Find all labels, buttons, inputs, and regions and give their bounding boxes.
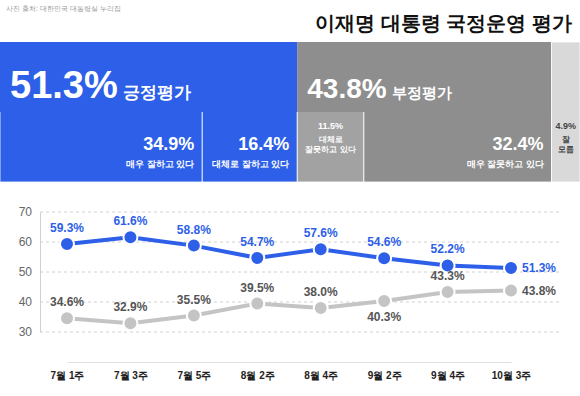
line-marks: [60, 230, 518, 330]
x-tick: 7월 1주: [51, 362, 85, 381]
series-marker: [250, 297, 264, 311]
x-tick-label: 9월 4주: [431, 370, 465, 381]
data-label: 59.3%: [50, 221, 84, 235]
segment-name-label: 잘모름: [558, 135, 574, 154]
chart-title: 이재명 대통령 국정운영 평가: [315, 12, 572, 34]
x-tick: 7월 3주: [114, 362, 148, 381]
x-tick-label: 7월 1주: [51, 370, 85, 381]
bar-labels: 51.3% 긍정평가 43.8% 부정평가 34.9% 매우 잘하고 있다 16.4% 대체로…: [10, 64, 576, 169]
series-marker: [187, 239, 201, 253]
series-marker: [504, 284, 518, 298]
bar-segment: [552, 42, 580, 182]
total-name-label: 부정평가: [392, 84, 452, 101]
data-label: 35.5%: [177, 293, 211, 307]
data-label: 34.6%: [50, 295, 84, 309]
series-marker: [250, 251, 264, 265]
stacked-bar-chart: 사진 출처: 대한민국 대통령실 누리집이재명 대통령 국정운영 평가 51.3%…: [0, 5, 580, 182]
segment-value-label: 32.4%: [493, 134, 544, 154]
data-label: 38.0%: [304, 285, 338, 299]
data-label: 54.7%: [240, 235, 274, 249]
series-marker: [377, 251, 391, 265]
series-marker: [187, 309, 201, 323]
y-tick-label: 40: [19, 295, 33, 309]
segment-name-label: 매우 잘하고 있다: [126, 159, 194, 169]
data-label: 51.3%: [522, 261, 556, 275]
series-marker: [504, 261, 518, 275]
y-axis: 30 40 50 60 70: [19, 205, 41, 339]
grid-line: [40, 212, 562, 213]
x-tick-label: 9월 2주: [368, 370, 402, 381]
x-axis-line: [68, 362, 512, 363]
segment-name-label: 대체로잘못하고 있다: [305, 135, 355, 154]
x-tick-label: 8월 2주: [241, 370, 275, 381]
total-band: [297, 42, 551, 112]
x-tick-label: 7월 5주: [177, 370, 211, 381]
x-tick: 8월 4주: [304, 362, 338, 381]
total-name-label: 긍정평가: [123, 83, 191, 102]
data-label: 57.6%: [304, 226, 338, 240]
data-label: 43.8%: [522, 284, 556, 298]
x-tick-label: 10월 3주: [492, 370, 531, 381]
line-labels: 59.3% 61.6% 58.8% 54.7% 57.6% 54.6% 52.2% 51.3%…: [50, 214, 556, 324]
segment-value-label: 11.5%: [318, 121, 343, 131]
data-label: 52.2%: [431, 242, 465, 256]
bar-marks: [0, 42, 580, 182]
series-marker: [123, 230, 137, 244]
x-tick: 9월 2주: [368, 362, 402, 381]
total-band: [0, 42, 297, 112]
line-chart: 30 40 50 60 70 7월 1주 7월 3주 7월 5주 8월 2주 8월 4주 9월 2주…: [19, 205, 562, 381]
series-marker: [314, 242, 328, 256]
grid-line: [40, 332, 562, 333]
x-tick-label: 8월 4주: [304, 370, 338, 381]
y-tick: 40: [19, 295, 40, 309]
y-tick-label: 50: [19, 265, 33, 279]
total-value-label: 43.8%: [307, 73, 386, 104]
series-marker: [60, 311, 74, 325]
data-label: 61.6%: [113, 214, 147, 228]
x-tick: 8월 2주: [241, 362, 275, 381]
x-axis: 7월 1주 7월 3주 7월 5주 8월 2주 8월 4주 9월 2주 9월 4주 10월 3…: [51, 362, 532, 381]
x-tick-label: 7월 3주: [114, 370, 148, 381]
data-label: 43.3%: [431, 269, 465, 283]
infographic: 사진 출처: 대한민국 대통령실 누리집이재명 대통령 국정운영 평가 51.3%…: [0, 0, 580, 396]
x-tick: 10월 3주: [492, 362, 531, 381]
y-tick-label: 60: [19, 235, 33, 249]
y-tick: 50: [19, 265, 40, 279]
segment-value-label: 4.9%: [556, 121, 577, 131]
series-marker: [314, 301, 328, 315]
series-marker: [123, 316, 137, 330]
data-label: 58.8%: [177, 223, 211, 237]
background: [0, 0, 580, 396]
source-note: 사진 출처: 대한민국 대통령실 누리집: [6, 5, 121, 13]
y-tick-label: 70: [19, 205, 33, 219]
x-tick: 9월 4주: [431, 362, 465, 381]
y-tick: 60: [19, 235, 40, 249]
segment-name-label: 대체로 잘하고 있다: [212, 159, 289, 169]
data-label: 54.6%: [367, 235, 401, 249]
y-tick-label: 30: [19, 325, 33, 339]
data-label: 39.5%: [240, 281, 274, 295]
grid: [40, 212, 562, 332]
y-tick: 70: [19, 205, 40, 219]
data-label: 32.9%: [113, 300, 147, 314]
segment-value-label: 34.9%: [143, 134, 194, 154]
total-value-label: 51.3%: [10, 64, 118, 106]
x-tick: 7월 5주: [177, 362, 211, 381]
series-marker: [60, 237, 74, 251]
y-axis-line: [40, 213, 41, 333]
y-tick: 30: [19, 325, 40, 339]
segment-value-label: 16.4%: [238, 134, 289, 154]
grid-line: [40, 242, 562, 243]
grid-line: [40, 272, 562, 273]
data-label: 40.3%: [367, 310, 401, 324]
series-marker: [441, 285, 455, 299]
series-marker: [377, 294, 391, 308]
segment-name-label: 매우 잘못하고 있다: [467, 159, 544, 169]
